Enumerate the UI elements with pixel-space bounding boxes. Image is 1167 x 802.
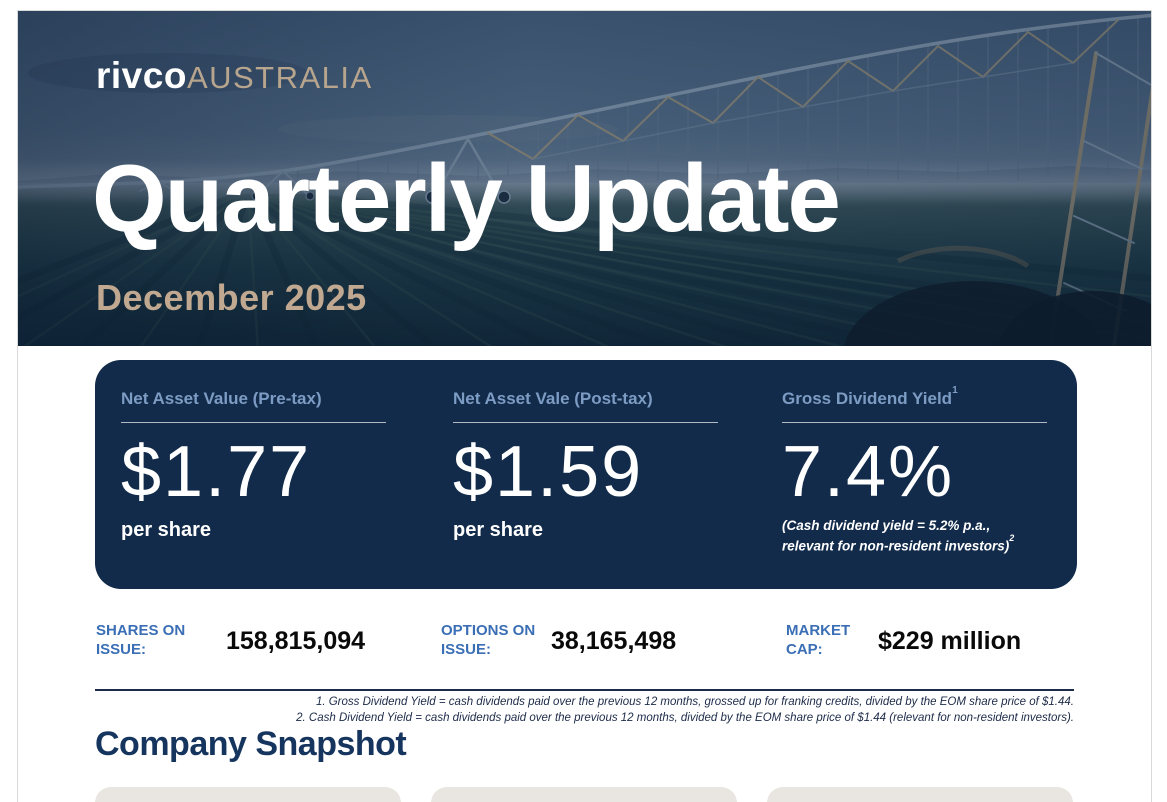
metric-nav-pretax: Net Asset Value (Pre-tax) $1.77 per shar… bbox=[121, 390, 401, 542]
metric-value: $1.59 bbox=[453, 432, 644, 512]
snapshot-card bbox=[95, 787, 401, 802]
metric-value: 7.4% bbox=[782, 432, 955, 512]
issue-stat-label: SHARES ON ISSUE: bbox=[96, 622, 186, 658]
issue-stat-label: OPTIONS ON ISSUE: bbox=[441, 622, 536, 658]
document-page: rivcoAUSTRALIA Quarterly Update December… bbox=[17, 10, 1152, 802]
key-metrics-card: Net Asset Value (Pre-tax) $1.77 per shar… bbox=[95, 360, 1077, 589]
metric-label: Net Asset Vale (Post-tax) bbox=[453, 389, 653, 408]
issue-stat-value: $229 million bbox=[878, 626, 1022, 655]
metric-caption: per share bbox=[121, 519, 212, 541]
options-on-issue: OPTIONS ON ISSUE: 38,165,498 bbox=[441, 619, 676, 663]
issue-stat-label: MARKET CAP: bbox=[786, 622, 851, 658]
footnote-2: 2. Cash Dividend Yield = cash dividends … bbox=[296, 711, 1074, 724]
metric-nav-posttax: Net Asset Vale (Post-tax) $1.59 per shar… bbox=[453, 390, 733, 542]
footnote-1: 1. Gross Dividend Yield = cash dividends… bbox=[315, 696, 1074, 708]
footnote-ref-1: 1 bbox=[952, 384, 958, 396]
metric-underline bbox=[782, 422, 1047, 423]
snapshot-card bbox=[767, 787, 1073, 802]
metric-underline bbox=[121, 422, 386, 423]
report-date: December 2025 bbox=[96, 277, 367, 318]
metric-label: Net Asset Value (Pre-tax) bbox=[121, 389, 322, 408]
shares-on-issue: SHARES ON ISSUE: 158,815,094 bbox=[96, 619, 365, 663]
metric-caption: (Cash dividend yield = 5.2% p.a., relevan… bbox=[782, 518, 1015, 554]
metric-label: Gross Dividend Yield1 bbox=[782, 384, 958, 408]
metric-underline bbox=[453, 422, 718, 423]
footnote-divider bbox=[95, 689, 1074, 691]
metric-value: $1.77 bbox=[121, 432, 312, 512]
farm-irrigation-photo bbox=[18, 11, 1151, 346]
page-title: Quarterly Update bbox=[92, 145, 841, 252]
metric-caption: per share bbox=[453, 519, 544, 541]
issue-stat-value: 158,815,094 bbox=[226, 626, 366, 655]
hero-banner: rivcoAUSTRALIA Quarterly Update December… bbox=[18, 11, 1151, 346]
brand-logo: rivcoAUSTRALIA bbox=[96, 55, 373, 97]
footnote-ref-2: 2 bbox=[1009, 533, 1015, 544]
footnotes: 1. Gross Dividend Yield = cash dividends… bbox=[274, 695, 1074, 726]
brand-region: AUSTRALIA bbox=[186, 60, 373, 95]
snapshot-card bbox=[431, 787, 737, 802]
issue-stat-value: 38,165,498 bbox=[551, 626, 677, 655]
market-cap: MARKET CAP: $229 million bbox=[786, 619, 1021, 663]
metric-gross-dividend-yield: Gross Dividend Yield1 7.4% (Cash dividen… bbox=[782, 384, 1062, 556]
section-title-company-snapshot: Company Snapshot bbox=[95, 725, 407, 763]
brand-name: rivco bbox=[96, 55, 187, 96]
